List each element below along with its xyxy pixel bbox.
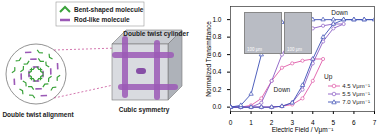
svg-text:0: 0 [229, 119, 233, 126]
html-text:4.5 Vμm⁻¹: 4.5 Vμm⁻¹ [342, 83, 370, 89]
svg-text:0.8: 0.8 [212, 33, 221, 40]
svg-text:2: 2 [269, 119, 274, 127]
html-text:100 μm: 100 μm [247, 47, 263, 52]
svg-text:Double twist cylinder: Double twist cylinder [123, 30, 189, 38]
svg-text:Bent-shaped molecule: Bent-shaped molecule [74, 6, 144, 14]
svg-text:7: 7 [373, 119, 377, 126]
svg-text:Down: Down [331, 9, 348, 16]
svg-text:0.6: 0.6 [212, 51, 221, 58]
svg-text:0.0: 0.0 [212, 103, 221, 110]
svg-text:6: 6 [352, 119, 356, 126]
html-text:5.5 Vμm⁻¹: 5.5 Vμm⁻¹ [342, 91, 370, 97]
html-text:100 μm: 100 μm [287, 47, 303, 52]
svg-text:Down: Down [274, 86, 291, 93]
svg-text:5: 5 [331, 119, 336, 127]
svg-text:Double twist alignment: Double twist alignment [2, 111, 74, 119]
svg-text:0.2: 0.2 [212, 86, 221, 93]
svg-text:Rod-like molecule: Rod-like molecule [74, 16, 130, 23]
svg-text:Normalized Transmittance: Normalized Transmittance [205, 21, 212, 97]
svg-text:Electric Field / Vμm⁻¹: Electric Field / Vμm⁻¹ [272, 126, 335, 134]
svg-text:4: 4 [311, 119, 315, 127]
svg-text:1: 1 [249, 119, 253, 126]
svg-text:Cubic symmetry: Cubic symmetry [119, 106, 170, 114]
html-text:7.0 Vμm⁻¹: 7.0 Vμm⁻¹ [342, 99, 370, 105]
svg-text:0.4: 0.4 [212, 68, 221, 75]
svg-text:Up: Up [324, 73, 333, 81]
svg-text:3: 3 [290, 119, 294, 127]
svg-text:1.0: 1.0 [212, 16, 221, 23]
